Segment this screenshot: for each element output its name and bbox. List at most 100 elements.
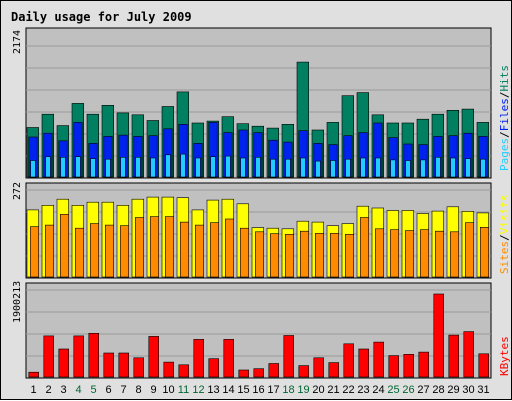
bar-sites-day-18 (284, 234, 294, 278)
bar-kbytes-day-14 (223, 339, 235, 378)
legend-pages: Pages (498, 138, 511, 171)
day-label-7: 7 (120, 384, 126, 396)
bar-sites-day-6 (105, 224, 115, 278)
day-label-19: 19 (297, 384, 309, 396)
day-label-20: 20 (312, 384, 324, 396)
day-label-4: 4 (75, 384, 81, 396)
bar-sites-day-10 (165, 216, 175, 278)
day-label-16: 16 (252, 384, 264, 396)
bar-pages-day-31 (480, 158, 486, 178)
bar-sites-day-26 (404, 230, 414, 278)
day-label-1: 1 (30, 384, 36, 396)
bar-sites-day-1 (29, 226, 39, 278)
bar-sites-day-15 (240, 227, 250, 278)
bar-pages-day-29 (450, 157, 456, 178)
day-label-14: 14 (222, 384, 234, 396)
bar-sites-day-19 (299, 230, 309, 278)
bar-pages-day-4 (75, 156, 81, 178)
bar-kbytes-day-15 (238, 369, 250, 378)
bar-kbytes-day-22 (343, 343, 354, 378)
day-label-23: 23 (357, 384, 369, 396)
bar-sites-day-30 (464, 222, 474, 278)
bar-kbytes-day-20 (313, 357, 324, 378)
bar-pages-day-17 (270, 158, 276, 178)
bar-pages-day-8 (135, 157, 141, 178)
bar-pages-day-20 (315, 160, 321, 178)
bar-pages-day-26 (405, 160, 411, 178)
day-label-21: 21 (327, 384, 339, 396)
bar-kbytes-day-4 (73, 335, 85, 378)
day-label-3: 3 (60, 384, 66, 396)
bar-sites-day-11 (180, 221, 190, 278)
bar-sites-day-24 (374, 228, 384, 278)
day-label-26: 26 (402, 384, 414, 396)
bar-kbytes-day-13 (208, 358, 220, 378)
bar-sites-day-17 (269, 233, 279, 278)
max-kbytes-label: 1900213 (12, 281, 23, 323)
bar-kbytes-day-8 (133, 357, 145, 378)
legend-sites: Sites (498, 241, 511, 274)
bar-pages-day-30 (465, 158, 471, 178)
day-label-27: 27 (417, 384, 429, 396)
max-visits-label: 272 (12, 182, 23, 200)
bar-sites-day-2 (44, 224, 54, 278)
day-label-5: 5 (90, 384, 96, 396)
bar-kbytes-day-16 (253, 368, 265, 378)
bar-pages-day-12 (195, 157, 201, 178)
day-label-28: 28 (432, 384, 444, 396)
legend-slash: / (498, 131, 511, 138)
bar-kbytes-day-7 (118, 352, 130, 378)
bar-kbytes-day-12 (193, 339, 205, 378)
bar-pages-day-27 (420, 159, 426, 178)
bar-kbytes-day-30 (463, 331, 474, 378)
bar-pages-day-28 (435, 157, 441, 178)
max-hits-label: 2174 (12, 30, 23, 54)
bar-sites-day-5 (90, 223, 100, 278)
bar-sites-day-28 (434, 230, 444, 278)
day-label-8: 8 (135, 384, 141, 396)
bar-pages-day-6 (105, 158, 111, 178)
bar-pages-day-5 (90, 158, 96, 178)
bar-pages-day-18 (285, 158, 291, 178)
bar-kbytes-day-25 (388, 355, 399, 378)
bar-pages-day-25 (390, 159, 396, 178)
legend-sites-visits: Sites/Visits (498, 195, 511, 275)
bar-sites-day-12 (195, 224, 205, 278)
bar-pages-day-15 (240, 157, 246, 178)
legend-slash-3: / (498, 234, 511, 241)
bar-sites-day-23 (359, 217, 369, 278)
day-label-12: 12 (192, 384, 204, 396)
day-label-15: 15 (237, 384, 249, 396)
legend-slash-2: / (498, 92, 511, 99)
chart-title: Daily usage for July 2009 (11, 10, 192, 24)
bar-pages-day-24 (375, 157, 381, 178)
bar-kbytes-day-29 (448, 334, 459, 378)
legend-hits: Hits (498, 65, 511, 92)
day-label-18: 18 (282, 384, 294, 396)
bar-sites-day-21 (329, 233, 339, 278)
legend-files: Files (498, 98, 511, 131)
day-label-29: 29 (447, 384, 459, 396)
bar-pages-day-13 (210, 156, 216, 178)
bar-kbytes-day-17 (268, 363, 279, 378)
bar-pages-day-10 (165, 154, 171, 178)
day-label-22: 22 (342, 384, 354, 396)
day-label-25: 25 (387, 384, 399, 396)
bar-kbytes-day-1 (28, 371, 39, 378)
bar-kbytes-day-19 (298, 365, 309, 378)
day-labels: 1 2 3 4 5 6 7 8 9 10 11 12 13 14 15 16 17 18 19 20 21 22 23 24 2… (30, 384, 489, 396)
bar-kbytes-day-9 (148, 336, 160, 378)
bar-pages-day-16 (255, 157, 261, 178)
day-label-6: 6 (105, 384, 111, 396)
bar-kbytes-day-2 (43, 335, 54, 378)
bar-sites-day-22 (344, 234, 354, 278)
bar-pages-day-23 (360, 157, 366, 178)
legend-kbytes: KBytes (498, 336, 511, 376)
bar-sites-day-13 (210, 222, 220, 278)
bar-kbytes-day-26 (403, 353, 414, 378)
legend-visits: Visits (498, 195, 511, 235)
day-label-9: 9 (150, 384, 156, 396)
bar-sites-day-7 (120, 225, 130, 278)
bar-pages-day-21 (330, 160, 336, 178)
day-label-2: 2 (45, 384, 51, 396)
